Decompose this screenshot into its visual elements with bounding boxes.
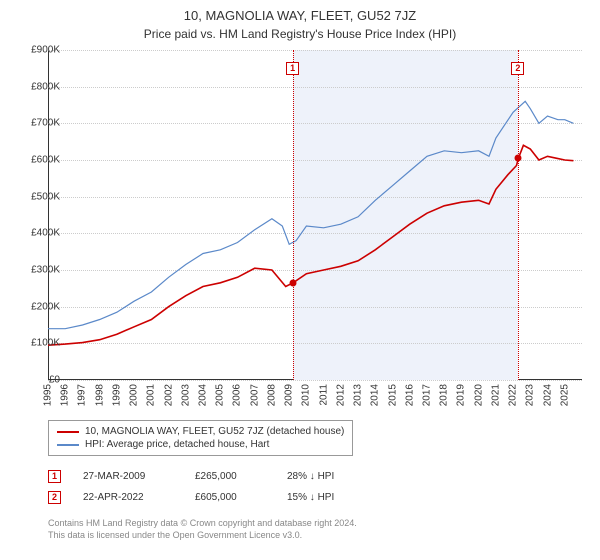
sale-price-2: £605,000 <box>195 492 265 503</box>
chart-area: 12 <box>48 50 582 380</box>
x-tick-label: 1996 <box>60 384 71 406</box>
x-tick-label: 1997 <box>77 384 88 406</box>
x-tick-label: 2023 <box>525 384 536 406</box>
y-tick-label: £400K <box>20 228 60 239</box>
sale-price-1: £265,000 <box>195 471 265 482</box>
page-root: 10, MAGNOLIA WAY, FLEET, GU52 7JZ Price … <box>0 0 600 560</box>
sale-marker-1-icon: 1 <box>48 470 61 483</box>
legend-item-property: 10, MAGNOLIA WAY, FLEET, GU52 7JZ (detac… <box>57 425 344 438</box>
legend-swatch-property <box>57 431 79 433</box>
series-line-property <box>48 145 573 345</box>
y-tick-label: £200K <box>20 301 60 312</box>
y-tick-label: £500K <box>20 191 60 202</box>
x-tick-label: 2025 <box>559 384 570 406</box>
x-tick-label: 2007 <box>249 384 260 406</box>
sale-marker-box-2: 2 <box>511 62 524 75</box>
sale-delta-1: 28% ↓ HPI <box>287 471 334 482</box>
sale-marker-line-1 <box>293 50 294 380</box>
x-tick-label: 2005 <box>215 384 226 406</box>
legend: 10, MAGNOLIA WAY, FLEET, GU52 7JZ (detac… <box>48 420 353 456</box>
sales-row-2: 2 22-APR-2022 £605,000 15% ↓ HPI <box>48 487 334 508</box>
legend-label-property: 10, MAGNOLIA WAY, FLEET, GU52 7JZ (detac… <box>85 426 344 437</box>
sale-marker-line-2 <box>518 50 519 380</box>
x-tick-label: 2009 <box>284 384 295 406</box>
x-tick-label: 2002 <box>163 384 174 406</box>
x-tick-label: 1999 <box>111 384 122 406</box>
x-tick-label: 2010 <box>301 384 312 406</box>
footer-line-1: Contains HM Land Registry data © Crown c… <box>48 518 588 530</box>
x-tick-label: 2008 <box>266 384 277 406</box>
x-tick-label: 2000 <box>129 384 140 406</box>
x-tick-label: 2014 <box>370 384 381 406</box>
x-tick-label: 2003 <box>180 384 191 406</box>
x-tick-label: 2020 <box>473 384 484 406</box>
x-tick-label: 2006 <box>232 384 243 406</box>
sales-row-1: 1 27-MAR-2009 £265,000 28% ↓ HPI <box>48 466 334 487</box>
y-tick-label: £600K <box>20 155 60 166</box>
chart-title: 10, MAGNOLIA WAY, FLEET, GU52 7JZ <box>0 0 600 23</box>
sale-marker-dot-1 <box>290 279 297 286</box>
sale-date-2: 22-APR-2022 <box>83 492 173 503</box>
x-tick-label: 2021 <box>490 384 501 406</box>
x-tick-label: 2019 <box>456 384 467 406</box>
legend-swatch-hpi <box>57 444 79 446</box>
sale-date-1: 27-MAR-2009 <box>83 471 173 482</box>
x-tick-label: 2022 <box>508 384 519 406</box>
x-tick-label: 2015 <box>387 384 398 406</box>
x-tick-label: 2013 <box>353 384 364 406</box>
sale-marker-box-1: 1 <box>286 62 299 75</box>
x-tick-label: 2001 <box>146 384 157 406</box>
x-tick-label: 2017 <box>421 384 432 406</box>
y-tick-label: £900K <box>20 45 60 56</box>
y-tick-label: £300K <box>20 265 60 276</box>
y-tick-label: £700K <box>20 118 60 129</box>
x-tick-label: 2004 <box>198 384 209 406</box>
y-tick-label: £800K <box>20 81 60 92</box>
x-tick-label: 2012 <box>335 384 346 406</box>
x-tick-label: 1995 <box>43 384 54 406</box>
legend-label-hpi: HPI: Average price, detached house, Hart <box>85 439 269 450</box>
footer-line-2: This data is licensed under the Open Gov… <box>48 530 588 542</box>
sale-marker-dot-2 <box>515 155 522 162</box>
legend-item-hpi: HPI: Average price, detached house, Hart <box>57 438 344 451</box>
y-tick-label: £100K <box>20 338 60 349</box>
sale-delta-2: 15% ↓ HPI <box>287 492 334 503</box>
x-tick-label: 2011 <box>318 384 329 406</box>
chart-subtitle: Price paid vs. HM Land Registry's House … <box>0 23 600 47</box>
x-tick-label: 2016 <box>404 384 415 406</box>
series-lines <box>48 50 582 380</box>
sales-table: 1 27-MAR-2009 £265,000 28% ↓ HPI 2 22-AP… <box>48 466 334 508</box>
x-tick-label: 2018 <box>439 384 450 406</box>
series-line-hpi <box>48 101 573 328</box>
y-tick-label: £0 <box>20 375 60 386</box>
sale-marker-2-icon: 2 <box>48 491 61 504</box>
x-tick-label: 1998 <box>94 384 105 406</box>
footer: Contains HM Land Registry data © Crown c… <box>48 518 588 541</box>
x-tick-label: 2024 <box>542 384 553 406</box>
